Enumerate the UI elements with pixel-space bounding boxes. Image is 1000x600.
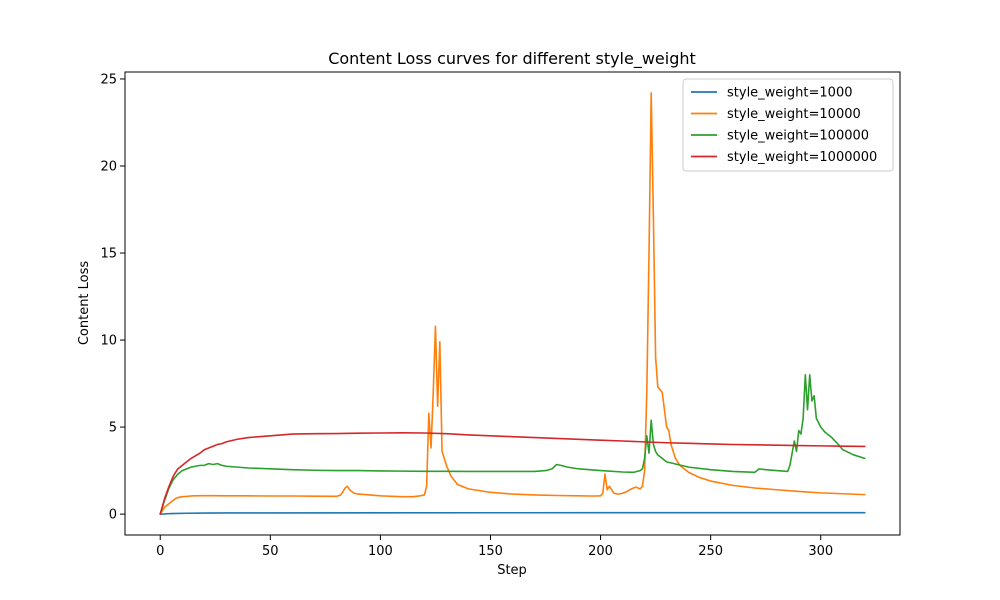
legend-label: style_weight=10000: [727, 107, 861, 122]
plot-area: 0 50 100 150 200 250 300 0 5 10 15 20 25: [100, 71, 901, 559]
x-tick-label: 250: [698, 544, 723, 559]
legend-label: style_weight=1000000: [727, 150, 877, 165]
y-axis-title: Content Loss: [77, 261, 92, 346]
y-tick-label: 5: [109, 421, 117, 436]
legend-label: style_weight=100000: [727, 129, 869, 144]
legend-label: style_weight=1000: [727, 86, 852, 101]
x-tick-label: 200: [588, 544, 613, 559]
series-line-2: [159, 374, 866, 515]
legend-box: [682, 78, 894, 172]
series-line-1: [159, 92, 866, 515]
x-tick-label: 0: [156, 544, 164, 559]
y-tick-label: 0: [109, 508, 117, 523]
series-line-3: [159, 432, 866, 515]
series-line-0: [159, 511, 866, 515]
x-tick-label: 150: [478, 544, 503, 559]
x-tick-label: 100: [368, 544, 393, 559]
series-layer: [159, 92, 866, 515]
chart-title: Content Loss curves for different style_…: [328, 49, 696, 69]
y-tick-label: 25: [100, 72, 117, 87]
y-tick-label: 20: [100, 159, 117, 174]
x-tick-label: 300: [808, 544, 833, 559]
x-tick-label: 50: [262, 544, 279, 559]
y-tick-label: 15: [100, 247, 117, 262]
y-axis: 0 5 10 15 20 25: [100, 72, 125, 523]
x-axis: 0 50 100 150 200 250 300: [156, 535, 833, 559]
legend: style_weight=1000 style_weight=10000style…: [682, 78, 894, 172]
x-axis-title: Step: [497, 563, 527, 578]
axes-frame: [124, 71, 901, 536]
y-tick-label: 10: [100, 334, 117, 349]
